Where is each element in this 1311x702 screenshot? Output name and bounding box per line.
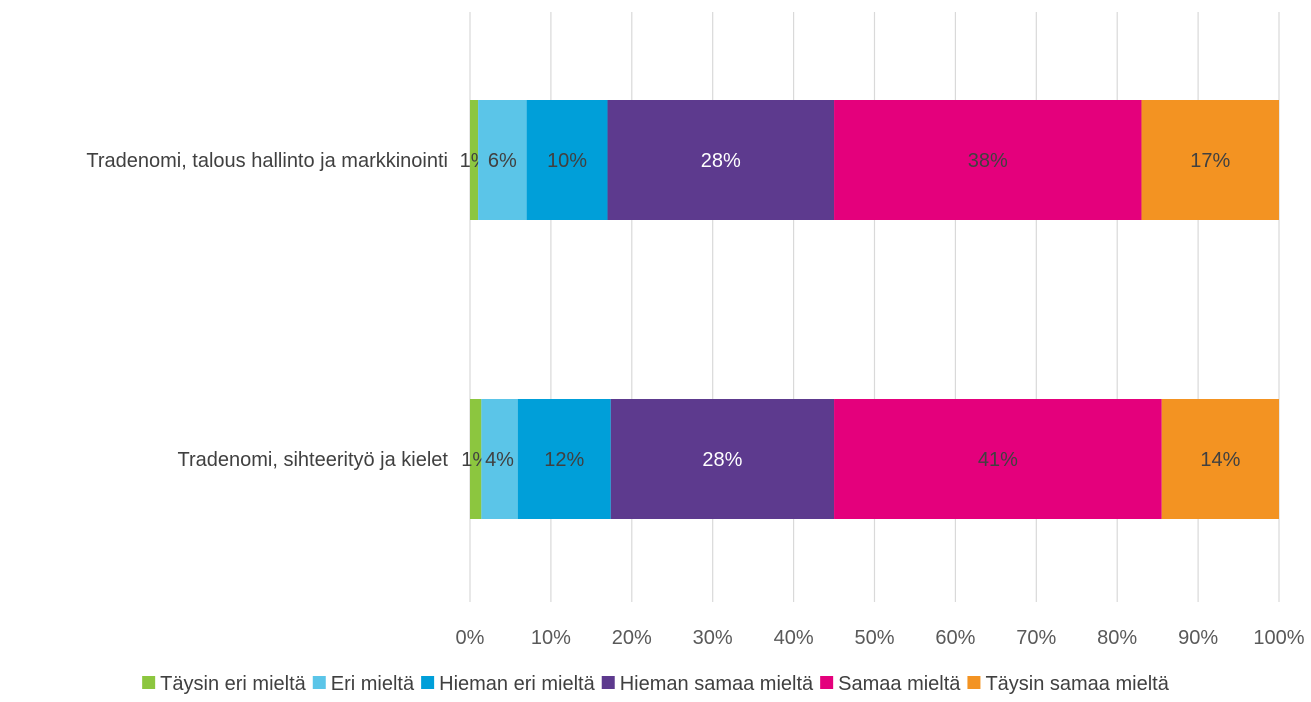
data-label: 28% — [702, 449, 742, 471]
bar-segment — [834, 100, 1142, 220]
x-tick-label: 10% — [531, 627, 571, 649]
bar-segment — [478, 100, 527, 220]
bar-segment — [834, 399, 1162, 519]
bar-segment — [610, 399, 835, 519]
legend-swatch — [142, 676, 156, 689]
bar-segment — [1141, 100, 1279, 220]
x-tick-label: 50% — [854, 627, 894, 649]
x-tick-label: 70% — [1016, 627, 1056, 649]
bar-segment — [470, 100, 479, 220]
x-tick-label: 30% — [693, 627, 733, 649]
bar-segment — [481, 399, 518, 519]
legend-swatch — [967, 676, 981, 689]
data-label: 14% — [1200, 449, 1240, 471]
bar-segment — [517, 399, 611, 519]
legend-label: Samaa mieltä — [838, 673, 961, 695]
legend-swatch — [312, 676, 326, 689]
legend-swatch — [820, 676, 834, 689]
x-tick-label: 20% — [612, 627, 652, 649]
bar-segment — [526, 100, 608, 220]
x-tick-label: 90% — [1178, 627, 1218, 649]
x-tick-label: 0% — [456, 627, 485, 649]
legend-swatch — [601, 676, 615, 689]
data-label: 4% — [485, 449, 514, 471]
data-label: 38% — [968, 150, 1008, 172]
bar-segment — [1161, 399, 1279, 519]
category-label: Tradenomi, talous hallinto ja markkinoin… — [86, 150, 448, 172]
data-label: 6% — [488, 150, 517, 172]
legend-label: Eri mieltä — [331, 673, 415, 695]
category-label: Tradenomi, sihteerityö ja kielet — [178, 449, 449, 471]
data-label: 17% — [1190, 150, 1230, 172]
bar-segment — [470, 399, 482, 519]
x-tick-label: 80% — [1097, 627, 1137, 649]
legend-label: Täysin eri mieltä — [160, 673, 306, 695]
legend-label: Täysin samaa mieltä — [985, 673, 1169, 695]
legend-label: Hieman samaa mieltä — [620, 673, 814, 695]
data-label: 12% — [544, 449, 584, 471]
data-label: 28% — [701, 150, 741, 172]
bar-segment — [607, 100, 835, 220]
x-tick-label: 40% — [774, 627, 814, 649]
legend-swatch — [421, 676, 435, 689]
data-label: 41% — [978, 449, 1018, 471]
data-label: 10% — [547, 150, 587, 172]
x-tick-label: 100% — [1253, 627, 1304, 649]
legend-label: Hieman eri mieltä — [439, 673, 595, 695]
x-tick-label: 60% — [935, 627, 975, 649]
